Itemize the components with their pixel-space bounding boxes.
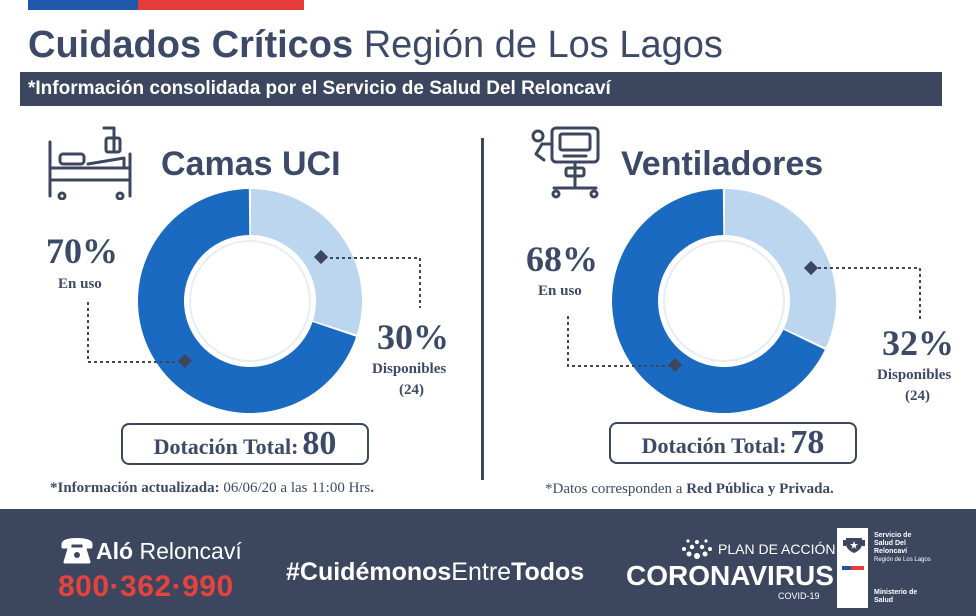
minsal-line-4: Región de Los Lagos bbox=[874, 557, 931, 563]
camas-title: Camas UCI bbox=[161, 145, 341, 183]
ventiladores-free-count: (24) bbox=[905, 388, 930, 404]
government-shield-icon bbox=[843, 538, 865, 553]
data-source-note-plain: *Datos corresponden a bbox=[545, 481, 683, 497]
minsal-line-1: Servicio de bbox=[874, 532, 912, 539]
data-source-note-bold: Red Pública y Privada. bbox=[686, 481, 834, 497]
subtitle-bar: *Información consolidada por el Servicio… bbox=[20, 72, 942, 106]
update-note-end: . bbox=[370, 480, 375, 496]
ventiladores-free-label: Disponibles bbox=[877, 367, 952, 383]
minsal-ministry-text: Ministerio de Salud bbox=[874, 589, 917, 605]
camas-slice-free bbox=[250, 189, 362, 335]
page-title-light: Región de Los Lagos bbox=[363, 24, 723, 66]
footer-bar bbox=[0, 509, 976, 616]
minsal-service-text: Servicio de Salud Del Reloncaví Región d… bbox=[874, 532, 931, 564]
camas-free-percent: 30% bbox=[377, 317, 449, 357]
ventiladores-slice-used bbox=[612, 189, 825, 413]
ventiladores-slice-free bbox=[724, 189, 836, 348]
hashtag-part-b: Entre bbox=[451, 558, 512, 586]
ventiladores-leader-lines bbox=[567, 260, 921, 373]
minsal-line-5: Ministerio de bbox=[874, 589, 918, 596]
camas-used-label: En uso bbox=[58, 276, 102, 292]
alo-bold: Aló bbox=[96, 538, 134, 564]
ventiladores-used-marker bbox=[667, 357, 683, 373]
page-title-bold: Cuidados Críticos bbox=[28, 24, 354, 66]
hospital-bed-icon bbox=[48, 126, 132, 200]
update-note-bold: *Información actualizada: bbox=[50, 480, 220, 496]
ventilator-icon bbox=[531, 126, 600, 199]
camas-free-label: Disponibles bbox=[372, 361, 447, 377]
alo-reloncavi-brand: Aló Reloncaví bbox=[96, 538, 242, 565]
alo-light: Reloncaví bbox=[139, 538, 242, 564]
minsal-line-3: Reloncaví bbox=[874, 548, 908, 555]
camas-total-value: 80 bbox=[302, 425, 337, 462]
camas-used-percent: 70% bbox=[46, 231, 118, 271]
camas-inner-ring bbox=[189, 240, 311, 362]
camas-leader-lines bbox=[87, 249, 421, 369]
ventiladores-donut-chart bbox=[612, 189, 836, 413]
update-note: *Información actualizada: 06/06/20 a las… bbox=[50, 480, 374, 497]
minsal-logo-panel bbox=[868, 528, 937, 608]
ventiladores-total-value: 78 bbox=[790, 424, 825, 461]
data-source-note: *Datos corresponden a Red Pública y Priv… bbox=[545, 481, 834, 498]
ventiladores-title: Ventiladores bbox=[621, 145, 824, 183]
covid-label: COVID-19 bbox=[778, 591, 820, 601]
ventiladores-total-label: Dotación Total: bbox=[641, 433, 787, 458]
minsal-flag-stripe bbox=[842, 566, 864, 570]
ventiladores-used-percent: 68% bbox=[526, 239, 598, 279]
plan-accion-label: PLAN DE ACCIÓN bbox=[718, 541, 836, 557]
ventiladores-used-label: En uso bbox=[538, 283, 582, 299]
phone-icon bbox=[61, 538, 93, 564]
camas-total-label: Dotación Total: bbox=[153, 434, 299, 459]
camas-donut-chart bbox=[138, 189, 362, 413]
camas-free-marker bbox=[313, 249, 329, 265]
flag-stripe-red bbox=[138, 0, 304, 10]
minsal-line-6: Salud bbox=[874, 597, 894, 604]
ventiladores-total-box: Dotación Total: 78 bbox=[609, 422, 857, 464]
hashtag-part-c: Todos bbox=[511, 558, 585, 586]
hashtag-part-a: #Cuidémonos bbox=[286, 558, 452, 586]
virus-icon bbox=[682, 539, 712, 559]
camas-total-box: Dotación Total: 80 bbox=[121, 423, 369, 465]
coronavirus-label: CORONAVIRUS bbox=[626, 560, 834, 591]
page-title: Cuidados Críticos Región de Los Lagos bbox=[28, 24, 723, 67]
camas-free-count: (24) bbox=[399, 382, 424, 398]
ventiladores-inner-ring bbox=[663, 240, 785, 362]
ventiladores-free-percent: 32% bbox=[882, 323, 954, 363]
minsal-line-2: Salud Del bbox=[874, 540, 906, 547]
flag-stripe-blue bbox=[28, 0, 138, 10]
update-note-date: 06/06/20 a las 11:00 Hrs bbox=[223, 480, 371, 496]
phone-number: 800·362·990 bbox=[58, 570, 234, 603]
camas-slice-used bbox=[138, 189, 357, 413]
hashtag: #CuidémonosEntreTodos bbox=[286, 558, 584, 587]
camas-used-marker bbox=[177, 353, 193, 369]
panel-divider bbox=[481, 138, 484, 480]
ventiladores-free-marker bbox=[803, 260, 819, 276]
